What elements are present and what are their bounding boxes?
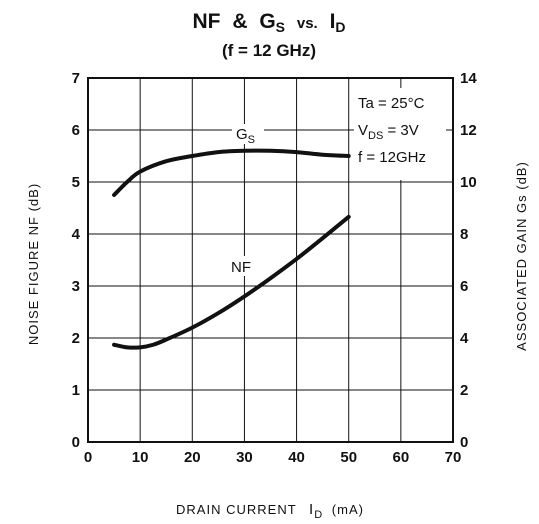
x-axis-label: DRAIN CURRENT ID (mA): [176, 501, 364, 521]
x-tick-label: 70: [445, 449, 462, 466]
x-tick-label: 60: [393, 449, 410, 466]
y-left-tick-label: 1: [72, 382, 80, 399]
y-left-tick-label: 2: [72, 330, 80, 347]
title-nf: NF: [192, 10, 220, 33]
title-id: I: [330, 10, 336, 33]
y-right-tick-label: 14: [460, 70, 477, 87]
condition-line: f = 12GHz: [358, 149, 426, 166]
x-tick-labels: 0 10 20 30 40 50 60 70: [84, 449, 462, 466]
y-left-tick-labels: 0 1 2 3 4 5 6 7: [72, 70, 81, 451]
series-line-nf: [112, 214, 351, 350]
y-right-tick-label: 4: [460, 330, 469, 347]
y-right-tick-label: 12: [460, 122, 477, 139]
title-gs: G: [259, 10, 275, 33]
y-right-tick-labels: 0 2 4 6 8 10 12 14: [460, 70, 477, 451]
x-tick-label: 0: [84, 449, 92, 466]
y-right-tick-label: 2: [460, 382, 468, 399]
title-gs-sub: S: [276, 19, 285, 35]
x-tick-label: 20: [184, 449, 201, 466]
y-left-tick-label: 6: [72, 122, 80, 139]
series-line-gs: [112, 148, 351, 197]
y-right-tick-label: 8: [460, 226, 468, 243]
title-amp: &: [232, 10, 247, 33]
nf-label-background: [228, 256, 256, 276]
series-label-nf: NF: [231, 259, 251, 276]
title-id-sub: D: [335, 19, 345, 35]
y-left-tick-label: 5: [72, 174, 80, 191]
series-label-gs: GS: [236, 126, 255, 146]
condition-line: Ta = 25°C: [358, 95, 425, 112]
title-vs: vs.: [297, 15, 318, 32]
x-tick-label: 40: [288, 449, 305, 466]
x-tick-label: 10: [132, 449, 149, 466]
x-tick-label: 50: [340, 449, 357, 466]
y-left-tick-label: 0: [72, 434, 80, 451]
chart-title: NF & GS vs. ID: [192, 10, 345, 37]
conditions-text: Ta = 25°C VDS = 3V f = 12GHz: [358, 95, 426, 166]
y-right-tick-label: 6: [460, 278, 468, 295]
series-lines: [112, 148, 351, 350]
chart-subtitle: (f = 12 GHz): [222, 41, 316, 60]
y-right-axis-label: ASSOCIATED GAIN Gs (dB): [514, 161, 529, 351]
gs-label-background: [232, 124, 264, 144]
y-left-tick-label: 4: [72, 226, 81, 243]
y-right-tick-label: 10: [460, 174, 477, 191]
condition-line: VDS = 3V: [358, 122, 419, 142]
y-left-tick-label: 3: [72, 278, 80, 295]
y-left-tick-label: 7: [72, 70, 80, 87]
y-right-tick-label: 0: [460, 434, 468, 451]
conditions-background: [354, 88, 446, 180]
x-tick-label: 30: [236, 449, 253, 466]
plot-frame: [87, 77, 454, 443]
y-left-axis-label: NOISE FIGURE NF (dB): [26, 183, 41, 345]
